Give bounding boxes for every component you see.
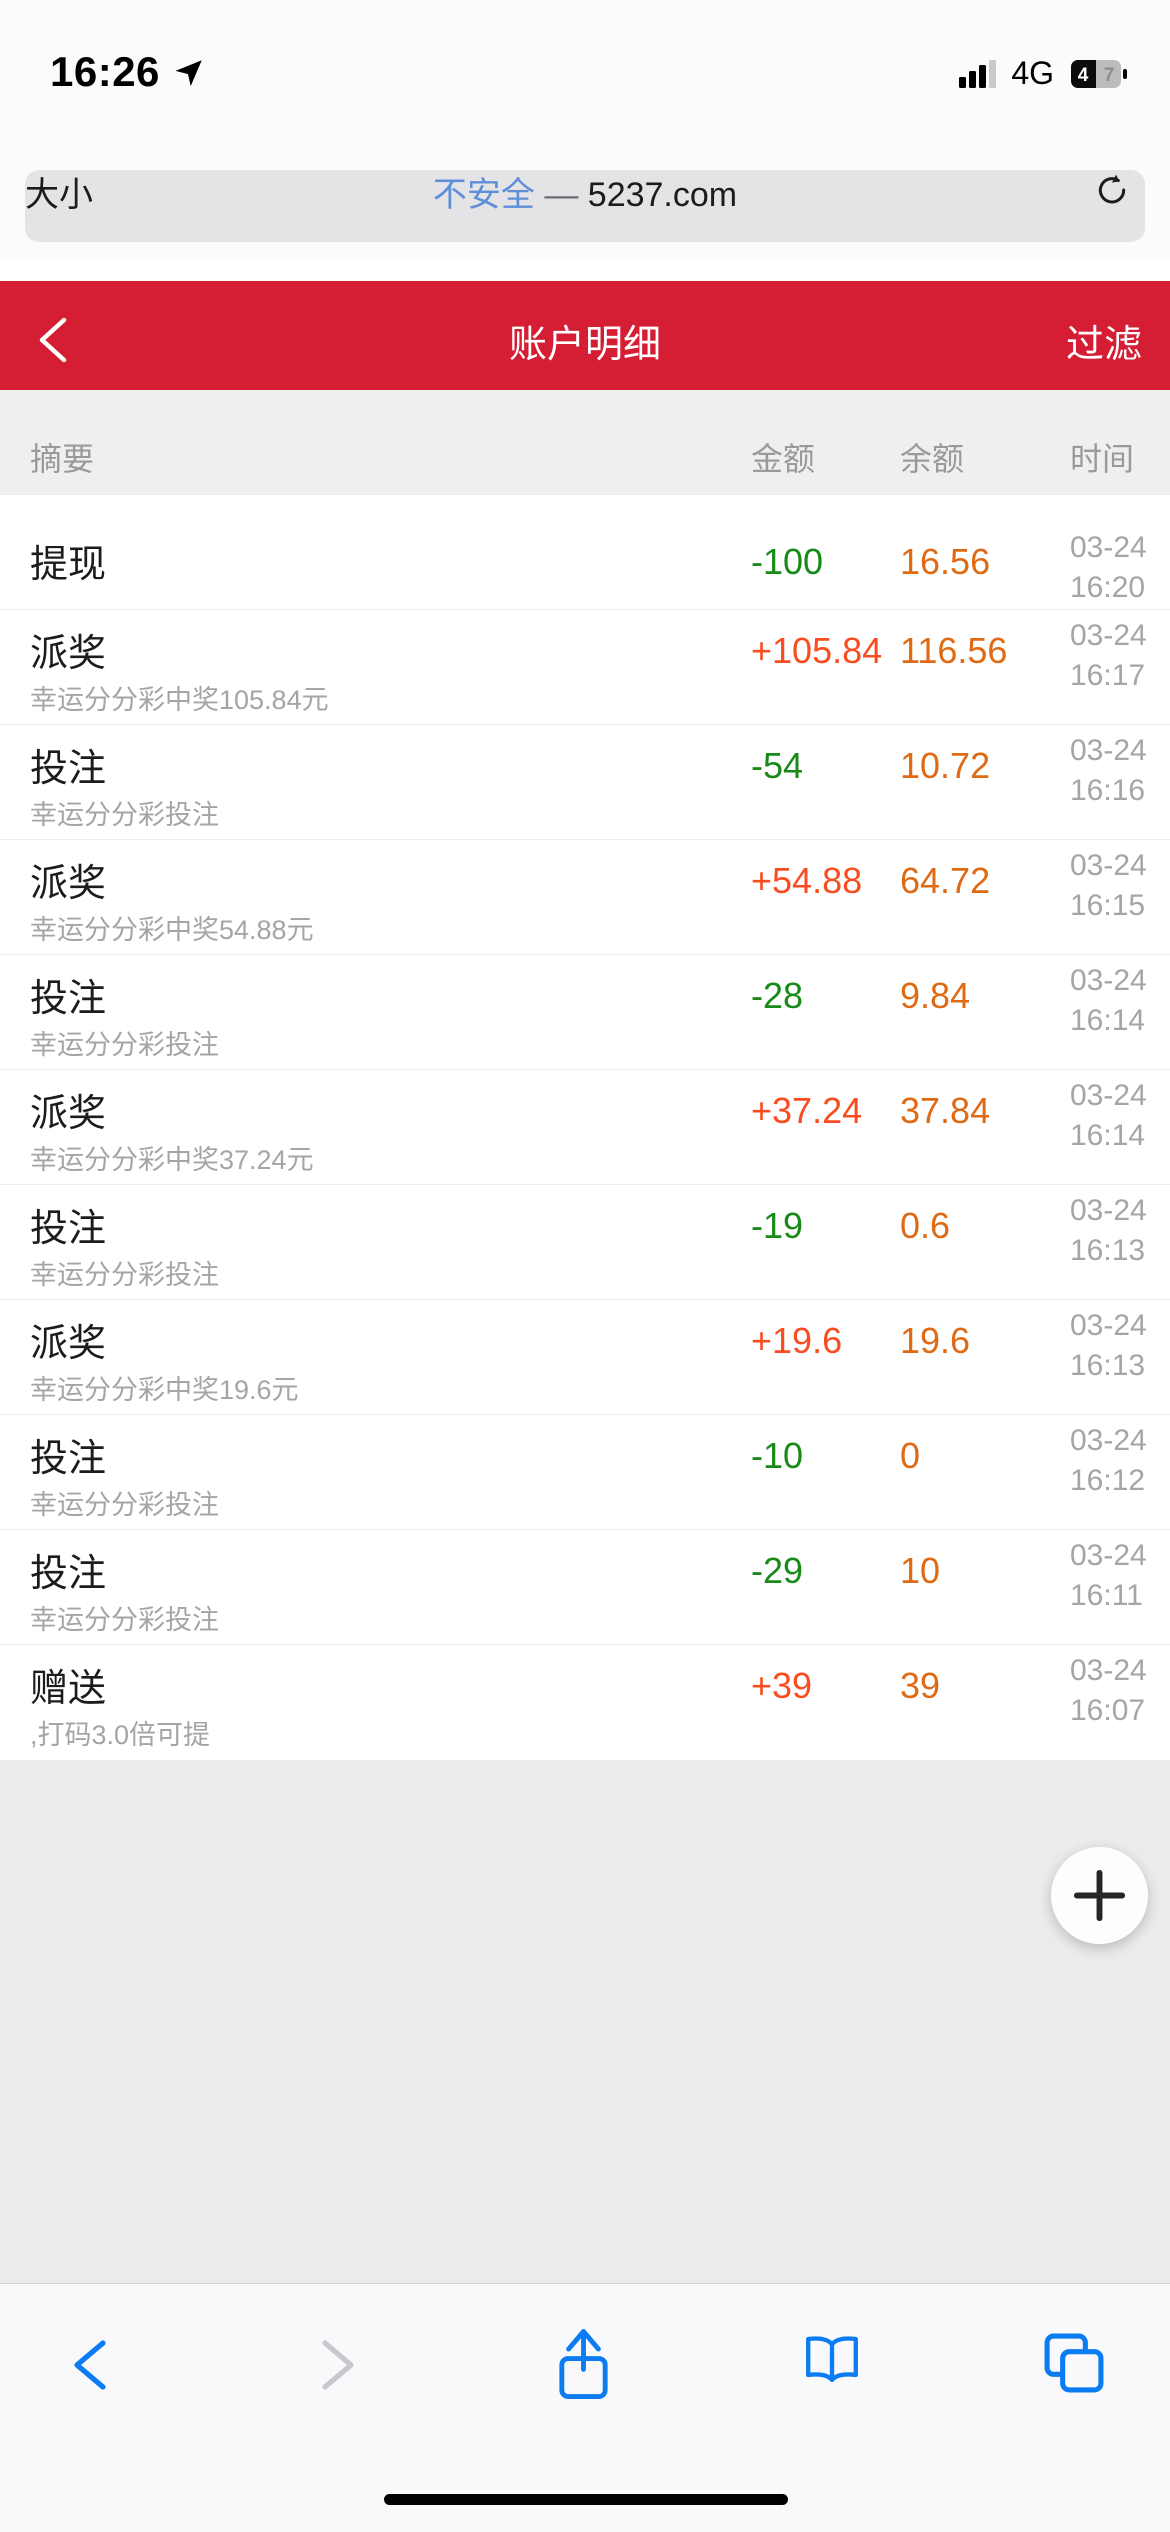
svg-text:7: 7 (1104, 65, 1115, 86)
svg-text:4: 4 (1078, 65, 1089, 86)
